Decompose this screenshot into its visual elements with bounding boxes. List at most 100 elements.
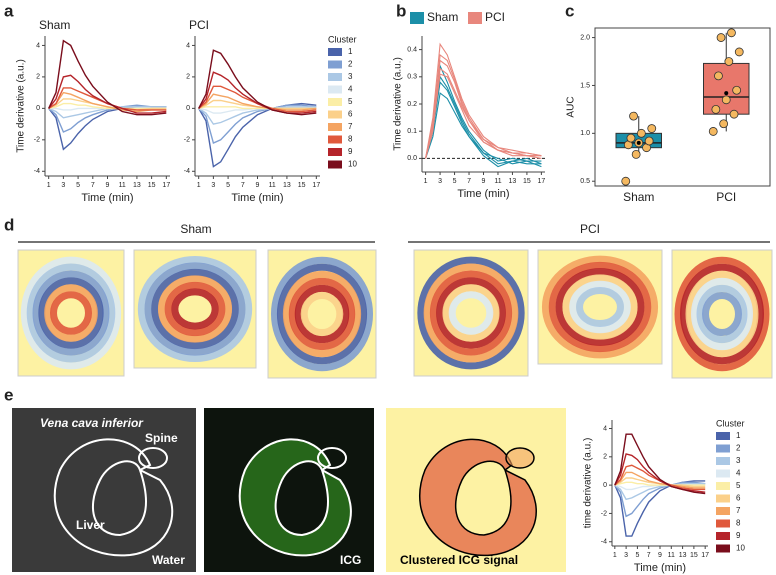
chart-title: Sham [39, 18, 70, 32]
legend-label: 7 [348, 122, 353, 131]
line [198, 85, 317, 113]
annotation: Water [152, 553, 185, 567]
legend-key [410, 12, 424, 24]
x-tick-label: 13 [283, 182, 291, 189]
y-tick-label: 4 [186, 42, 190, 49]
point [631, 149, 641, 159]
x-tick-label: 7 [241, 182, 245, 189]
legend-title: Cluster [716, 418, 745, 428]
cluster-ring [442, 284, 500, 342]
legend-label: 5 [736, 481, 741, 490]
water-image [12, 408, 196, 572]
cluster-ring [144, 262, 246, 356]
line [48, 87, 167, 111]
legend-label: 2 [736, 444, 741, 453]
cluster-ring [448, 291, 494, 335]
x-tick-label: 13 [509, 178, 517, 185]
legend-key [328, 73, 342, 81]
cluster-ring [576, 286, 624, 328]
cluster-ring [44, 284, 98, 342]
outline [138, 447, 168, 469]
cluster-ring [270, 256, 374, 372]
legend-label: 10 [348, 160, 357, 169]
panel-label: d [4, 215, 14, 234]
box [703, 62, 750, 115]
line [425, 80, 542, 168]
outline [238, 438, 352, 557]
legend-label: 2 [348, 60, 353, 69]
line [48, 102, 167, 110]
legend-key [328, 160, 342, 169]
legend-label: 3 [736, 456, 741, 465]
point [732, 85, 742, 95]
cluster-ring [691, 277, 753, 351]
legend-key [328, 148, 342, 156]
x-tick-label: 15 [298, 182, 306, 189]
annotation: Liver [76, 518, 105, 532]
y-axis-label: Time derivative (a.u.) [16, 59, 27, 153]
line [425, 92, 542, 168]
cluster-ring [32, 270, 110, 356]
cluster-ring [300, 291, 344, 337]
x-tick-label: 17 [162, 182, 170, 189]
y-tick-label: -2 [184, 137, 190, 144]
x-tick-label: 15 [148, 182, 156, 189]
x-tick-label: 13 [133, 182, 141, 189]
x-tick-label: 9 [256, 182, 260, 189]
group-title: Sham [180, 222, 211, 236]
line [198, 93, 317, 111]
legend-key [716, 544, 730, 553]
cluster-ring [282, 270, 362, 358]
cluster-ring [685, 270, 759, 358]
y-tick-label: 0 [36, 105, 40, 112]
x-axis-label: Time (min) [457, 188, 509, 200]
cluster-ring [555, 268, 645, 346]
cluster-ring [26, 263, 116, 363]
legend-key [716, 457, 730, 465]
cluster-ring [680, 263, 764, 365]
point [714, 71, 723, 81]
line [198, 104, 317, 144]
x-tick-label: 7 [467, 178, 471, 185]
y-tick-label: 0.0 [407, 155, 417, 162]
line [198, 49, 317, 116]
x-tick-label: 1 [424, 178, 428, 185]
x-tick-label: 7 [91, 182, 95, 189]
x-tick-label: 5 [226, 182, 230, 189]
y-tick-label: 2.0 [580, 34, 590, 41]
legend-key [716, 469, 730, 478]
point [621, 176, 631, 186]
legend-key [716, 482, 730, 490]
x-axis-label: Time (min) [634, 562, 686, 574]
cluster-maps [17, 249, 773, 379]
x-tick-label: 15 [523, 178, 531, 185]
point [644, 136, 654, 146]
legend-key [328, 60, 342, 69]
x-tick-label: 7 [647, 552, 651, 559]
y-tick-label: 4 [36, 42, 40, 49]
legend-label: 6 [736, 494, 741, 503]
x-tick-label: 11 [494, 178, 501, 185]
cluster-ring [541, 255, 659, 359]
cluster-ring [38, 277, 104, 349]
legend-label: 9 [736, 531, 741, 540]
x-tick-label: 1 [613, 552, 617, 559]
mean [636, 140, 641, 145]
group-title: PCI [580, 222, 600, 236]
x-tick-label: 3 [438, 178, 442, 185]
y-axis-label: Time derivative (a.u.) [393, 57, 404, 151]
cluster-ring [696, 284, 748, 344]
y-tick-label: 0.3 [407, 74, 417, 81]
x-tick-label: 9 [658, 552, 662, 559]
line [48, 104, 167, 133]
legend-label: 8 [348, 135, 353, 144]
point [636, 128, 646, 138]
annotation: Spine [145, 431, 178, 445]
cluster-ring [288, 277, 356, 351]
x-axis-label: Time (min) [81, 192, 133, 204]
x-tick-label: 11 [119, 182, 126, 189]
cluster-ring [417, 256, 525, 370]
y-tick-label: -4 [601, 539, 607, 546]
panel-label: c [565, 1, 574, 20]
